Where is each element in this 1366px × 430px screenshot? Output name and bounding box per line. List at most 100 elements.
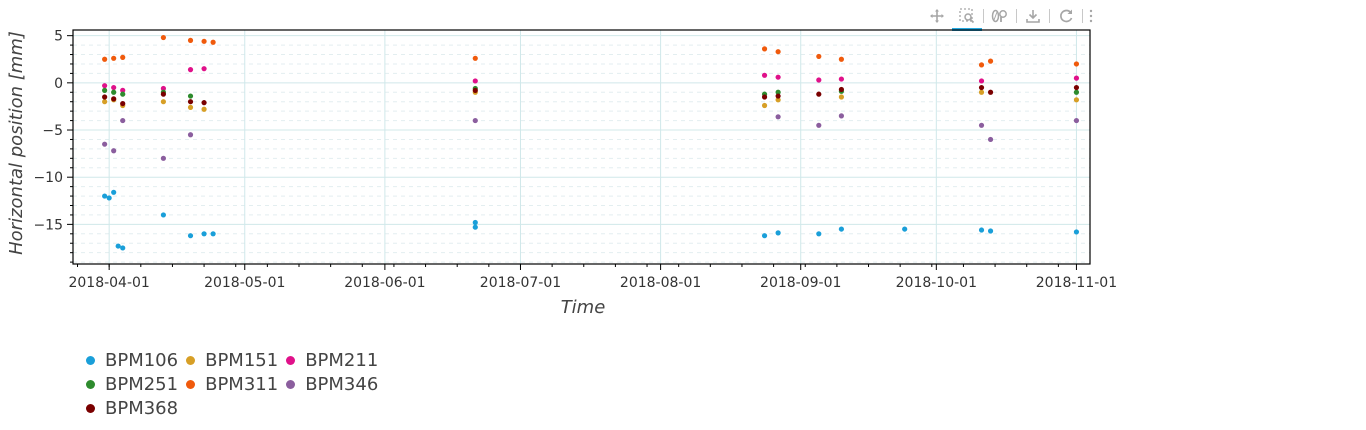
legend-marker: [186, 355, 196, 365]
point-bpm311: [1073, 61, 1080, 67]
point-bpm346: [472, 117, 478, 124]
point-bpm368: [472, 87, 478, 93]
legend-label: BPM346: [305, 373, 379, 395]
y-axis-label: Horizontal position [mm]: [6, 31, 27, 255]
legend-label: BPM251: [105, 373, 179, 395]
point-bpm251: [111, 89, 117, 95]
legend-label: BPM311: [205, 373, 279, 395]
point-bpm106: [115, 243, 121, 249]
save-tool[interactable]: [1018, 4, 1048, 28]
pan-tool[interactable]: [922, 4, 952, 28]
point-bpm151: [102, 99, 108, 105]
plot-frame: [72, 29, 1091, 265]
point-bpm368: [816, 91, 822, 97]
point-bpm368: [120, 100, 126, 107]
point-bpm106: [978, 227, 985, 233]
legend-label: BPM211: [305, 349, 379, 371]
point-bpm311: [472, 55, 478, 61]
legend-item-bpm106[interactable]: BPM106: [86, 348, 178, 372]
point-bpm311: [816, 53, 822, 60]
point-bpm311: [838, 56, 845, 62]
point-bpm346: [838, 113, 845, 119]
menu-tool[interactable]: [1084, 4, 1098, 28]
point-bpm311: [201, 38, 207, 44]
wheel-zoom-tool[interactable]: [985, 4, 1015, 28]
y-tick-label: 5: [54, 29, 63, 45]
y-tick-label: −15: [33, 217, 63, 233]
legend-item-bpm346[interactable]: BPM346: [286, 372, 378, 396]
legend-item-bpm211[interactable]: BPM211: [286, 348, 378, 372]
point-bpm151: [838, 94, 845, 100]
point-bpm346: [1073, 117, 1080, 124]
legend-item-bpm311[interactable]: BPM311: [186, 372, 278, 396]
point-bpm346: [102, 141, 108, 147]
point-bpm368: [987, 89, 994, 95]
legend-marker: [86, 379, 95, 389]
point-bpm368: [187, 99, 194, 105]
legend-item-bpm251[interactable]: BPM251: [86, 372, 178, 396]
point-bpm311: [978, 62, 985, 68]
x-tick-label: 2018-08-01: [620, 275, 701, 291]
point-bpm106: [987, 228, 994, 234]
point-bpm311: [160, 34, 166, 41]
toolbar-separator: [1082, 9, 1083, 23]
point-bpm106: [111, 189, 117, 195]
point-bpm311: [102, 56, 108, 62]
y-tick-label: −10: [33, 170, 63, 186]
point-bpm151: [1073, 97, 1080, 103]
point-bpm106: [102, 193, 108, 199]
legend-label: BPM151: [205, 349, 279, 371]
point-bpm251: [187, 93, 194, 99]
legend-item-bpm368[interactable]: BPM368: [86, 396, 178, 420]
legend-label: BPM106: [105, 349, 179, 371]
point-bpm211: [978, 78, 985, 84]
reset-tool[interactable]: [1051, 4, 1081, 28]
wheel-zoom-icon: [991, 9, 1007, 23]
point-bpm311: [111, 55, 117, 61]
x-tick-label: 2018-05-01: [204, 275, 285, 291]
x-axis-label: Time: [561, 297, 606, 318]
point-bpm346: [111, 148, 117, 154]
point-bpm106: [775, 230, 781, 236]
point-bpm211: [111, 84, 117, 91]
point-bpm151: [160, 99, 166, 105]
point-bpm368: [838, 86, 845, 93]
legend-marker: [86, 355, 95, 365]
point-bpm251: [120, 91, 126, 97]
point-bpm346: [775, 114, 781, 120]
reset-icon: [1060, 9, 1073, 23]
legend: BPM106 BPM151 BPM211 BPM251 BPM311 BPM346 BPM3…: [86, 348, 378, 420]
point-bpm106: [106, 195, 112, 201]
point-bpm346: [978, 122, 985, 128]
point-bpm368: [160, 91, 166, 97]
point-bpm151: [775, 97, 781, 103]
point-bpm368: [111, 96, 117, 102]
point-bpm211: [1073, 75, 1080, 81]
point-bpm311: [120, 54, 126, 60]
point-bpm368: [978, 84, 985, 91]
point-bpm368: [1073, 84, 1080, 91]
point-bpm151: [201, 106, 207, 112]
legend-marker: [286, 379, 296, 389]
point-bpm211: [120, 87, 126, 93]
point-bpm106: [902, 226, 908, 232]
save-icon: [1026, 10, 1040, 23]
point-bpm311: [210, 39, 216, 45]
legend-item-bpm151[interactable]: BPM151: [186, 348, 278, 372]
y-tick-label: 0: [54, 76, 63, 92]
point-bpm251: [775, 89, 781, 95]
point-bpm211: [187, 67, 194, 73]
point-bpm106: [120, 245, 126, 251]
point-bpm346: [160, 155, 166, 161]
menu-icon: [1089, 9, 1093, 23]
point-bpm211: [201, 66, 207, 72]
point-bpm251: [1073, 89, 1080, 95]
point-bpm211: [816, 77, 822, 83]
x-tick-label: 2018-04-01: [68, 275, 149, 291]
point-bpm346: [187, 132, 194, 138]
point-bpm311: [761, 46, 768, 52]
y-tick-label: −5: [42, 123, 63, 139]
grid: [73, 30, 1090, 264]
point-bpm211: [472, 78, 478, 84]
